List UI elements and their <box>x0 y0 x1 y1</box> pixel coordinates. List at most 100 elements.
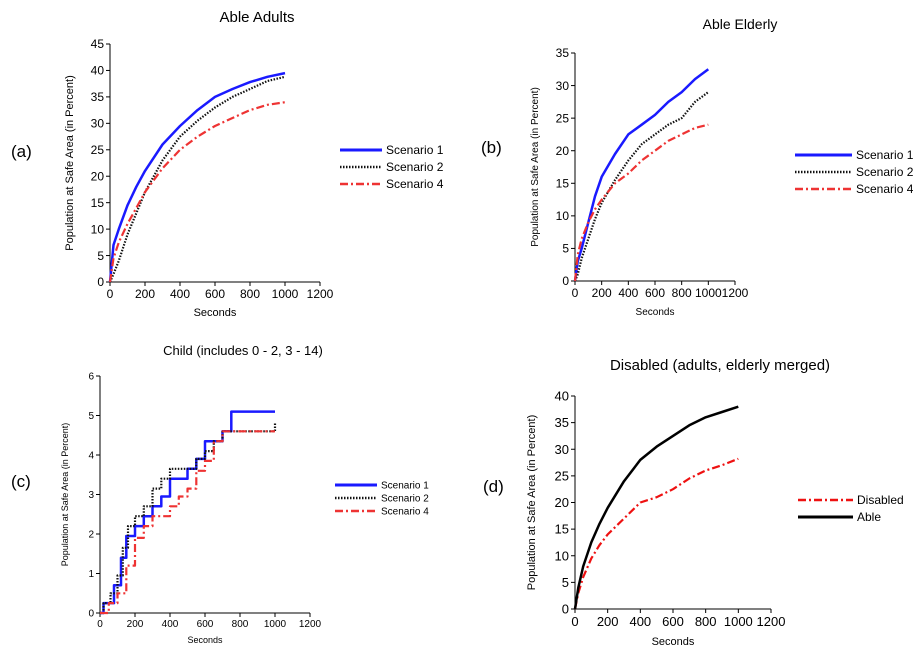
y-tick-label: 25 <box>556 111 570 125</box>
y-tick-label: 10 <box>556 209 570 223</box>
x-tick-label: 800 <box>232 619 249 630</box>
y-tick-label: 40 <box>91 64 105 78</box>
series-line-1 <box>108 71 286 283</box>
x-tick-label: 600 <box>645 286 665 300</box>
x-tick-label: 800 <box>672 286 692 300</box>
y-tick-label: 1 <box>88 569 94 580</box>
x-tick-label: 600 <box>197 619 214 630</box>
legend-label-3: Scenario 4 <box>386 177 444 191</box>
x-tick-label: 1000 <box>264 619 287 630</box>
series-line-2 <box>108 75 286 283</box>
x-axis-label: Seconds <box>194 307 237 319</box>
x-tick-label: 0 <box>571 614 578 629</box>
series-line-1 <box>573 68 710 282</box>
x-tick-label: 1000 <box>272 287 299 301</box>
chart-title: Child (includes 0 - 2, 3 - 14) <box>163 343 323 358</box>
y-tick-label: 0 <box>562 602 569 617</box>
y-axis-label: Population at Safe Area (in Percent) <box>530 87 541 247</box>
y-tick-label: 0 <box>97 275 104 289</box>
x-tick-label: 0 <box>97 619 103 630</box>
y-tick-label: 15 <box>556 176 570 190</box>
series-line-3 <box>108 101 286 283</box>
x-tick-label: 600 <box>662 614 684 629</box>
x-axis-label: Seconds <box>187 635 223 645</box>
x-tick-label: 600 <box>205 287 225 301</box>
x-tick-label: 400 <box>170 287 190 301</box>
panel-label-c: (c) <box>11 472 31 491</box>
y-tick-label: 30 <box>91 117 105 131</box>
legend-label-2: Scenario 2 <box>381 494 429 505</box>
x-tick-label: 400 <box>629 614 651 629</box>
y-tick-label: 5 <box>562 242 569 256</box>
x-axis-label: Seconds <box>636 307 675 318</box>
y-tick-label: 10 <box>555 548 569 563</box>
panel-label-b: (b) <box>481 138 502 157</box>
y-tick-label: 25 <box>91 143 105 157</box>
chart-able-adults: Able Adults 0 5 10 15 20 25 30 35 40 45 0 200 400 600 8… <box>64 9 444 319</box>
y-tick-label: 35 <box>556 46 570 60</box>
series-line-3 <box>573 123 709 282</box>
y-tick-label: 4 <box>88 451 94 462</box>
series-line-2 <box>573 405 739 610</box>
chart-title: Able Adults <box>219 9 294 26</box>
y-tick-label: 30 <box>555 442 569 457</box>
y-axis-label: Population at Safe Area (in Percent) <box>60 423 70 567</box>
y-tick-label: 25 <box>555 468 569 483</box>
y-tick-label: 35 <box>91 90 105 104</box>
y-tick-label: 0 <box>562 274 569 288</box>
y-tick-label: 35 <box>555 415 569 430</box>
x-tick-label: 200 <box>135 287 155 301</box>
legend-label-3: Scenario 4 <box>381 507 429 518</box>
y-axis-label: Population at Safe Area (in Percent) <box>64 75 76 251</box>
y-tick-label: 3 <box>88 490 94 501</box>
x-tick-label: 0 <box>107 287 114 301</box>
chart-child: Child (includes 0 - 2, 3 - 14) 0 1 2 3 4 5 6 0 20… <box>60 343 429 645</box>
panel-label-a: (a) <box>11 142 32 161</box>
y-tick-label: 6 <box>88 372 94 383</box>
x-tick-label: 200 <box>127 619 144 630</box>
legend-label-1: Scenario 1 <box>381 481 429 492</box>
legend-label-1: Scenario 1 <box>386 143 444 157</box>
y-tick-label: 15 <box>91 196 105 210</box>
y-tick-label: 0 <box>88 609 94 620</box>
series-line-1 <box>100 410 275 615</box>
x-tick-label: 200 <box>597 614 619 629</box>
legend-label-2: Scenario 2 <box>386 160 444 174</box>
chart-disabled: Disabled (adults, elderly merged) 0 5 10 15 2… <box>526 357 904 648</box>
legend-label-1: Scenario 1 <box>856 148 913 162</box>
x-tick-label: 400 <box>618 286 638 300</box>
y-tick-label: 20 <box>556 144 570 158</box>
y-axis-label: Population at Safe Area (in Percent) <box>526 415 538 591</box>
y-tick-label: 5 <box>562 575 569 590</box>
x-tick-label: 1200 <box>307 287 334 301</box>
x-tick-label: 1200 <box>722 286 749 300</box>
x-tick-label: 1200 <box>299 619 322 630</box>
series-line-2 <box>100 423 277 615</box>
x-tick-label: 800 <box>695 614 717 629</box>
x-tick-label: 400 <box>162 619 179 630</box>
legend-label-1: Disabled <box>857 493 904 507</box>
panel-label-d: (d) <box>483 477 504 496</box>
x-tick-label: 200 <box>592 286 612 300</box>
y-tick-label: 10 <box>91 222 105 236</box>
x-tick-label: 0 <box>572 286 579 300</box>
y-tick-label: 40 <box>555 389 569 404</box>
legend-label-3: Scenario 4 <box>856 182 913 196</box>
chart-title: Able Elderly <box>703 16 778 32</box>
y-tick-label: 45 <box>91 37 105 51</box>
series-line-1 <box>573 457 739 610</box>
series-line-2 <box>573 91 709 282</box>
y-tick-label: 20 <box>91 169 105 183</box>
y-tick-label: 15 <box>555 522 569 537</box>
chart-title: Disabled (adults, elderly merged) <box>610 357 830 374</box>
y-tick-label: 5 <box>88 411 94 422</box>
x-tick-label: 1000 <box>695 286 722 300</box>
y-tick-label: 20 <box>555 495 569 510</box>
x-tick-label: 800 <box>240 287 260 301</box>
legend-label-2: Scenario 2 <box>856 165 913 179</box>
x-tick-label: 1000 <box>724 614 753 629</box>
legend-label-2: Able <box>857 510 881 524</box>
y-tick-label: 30 <box>556 79 570 93</box>
series-line-3 <box>100 430 275 615</box>
